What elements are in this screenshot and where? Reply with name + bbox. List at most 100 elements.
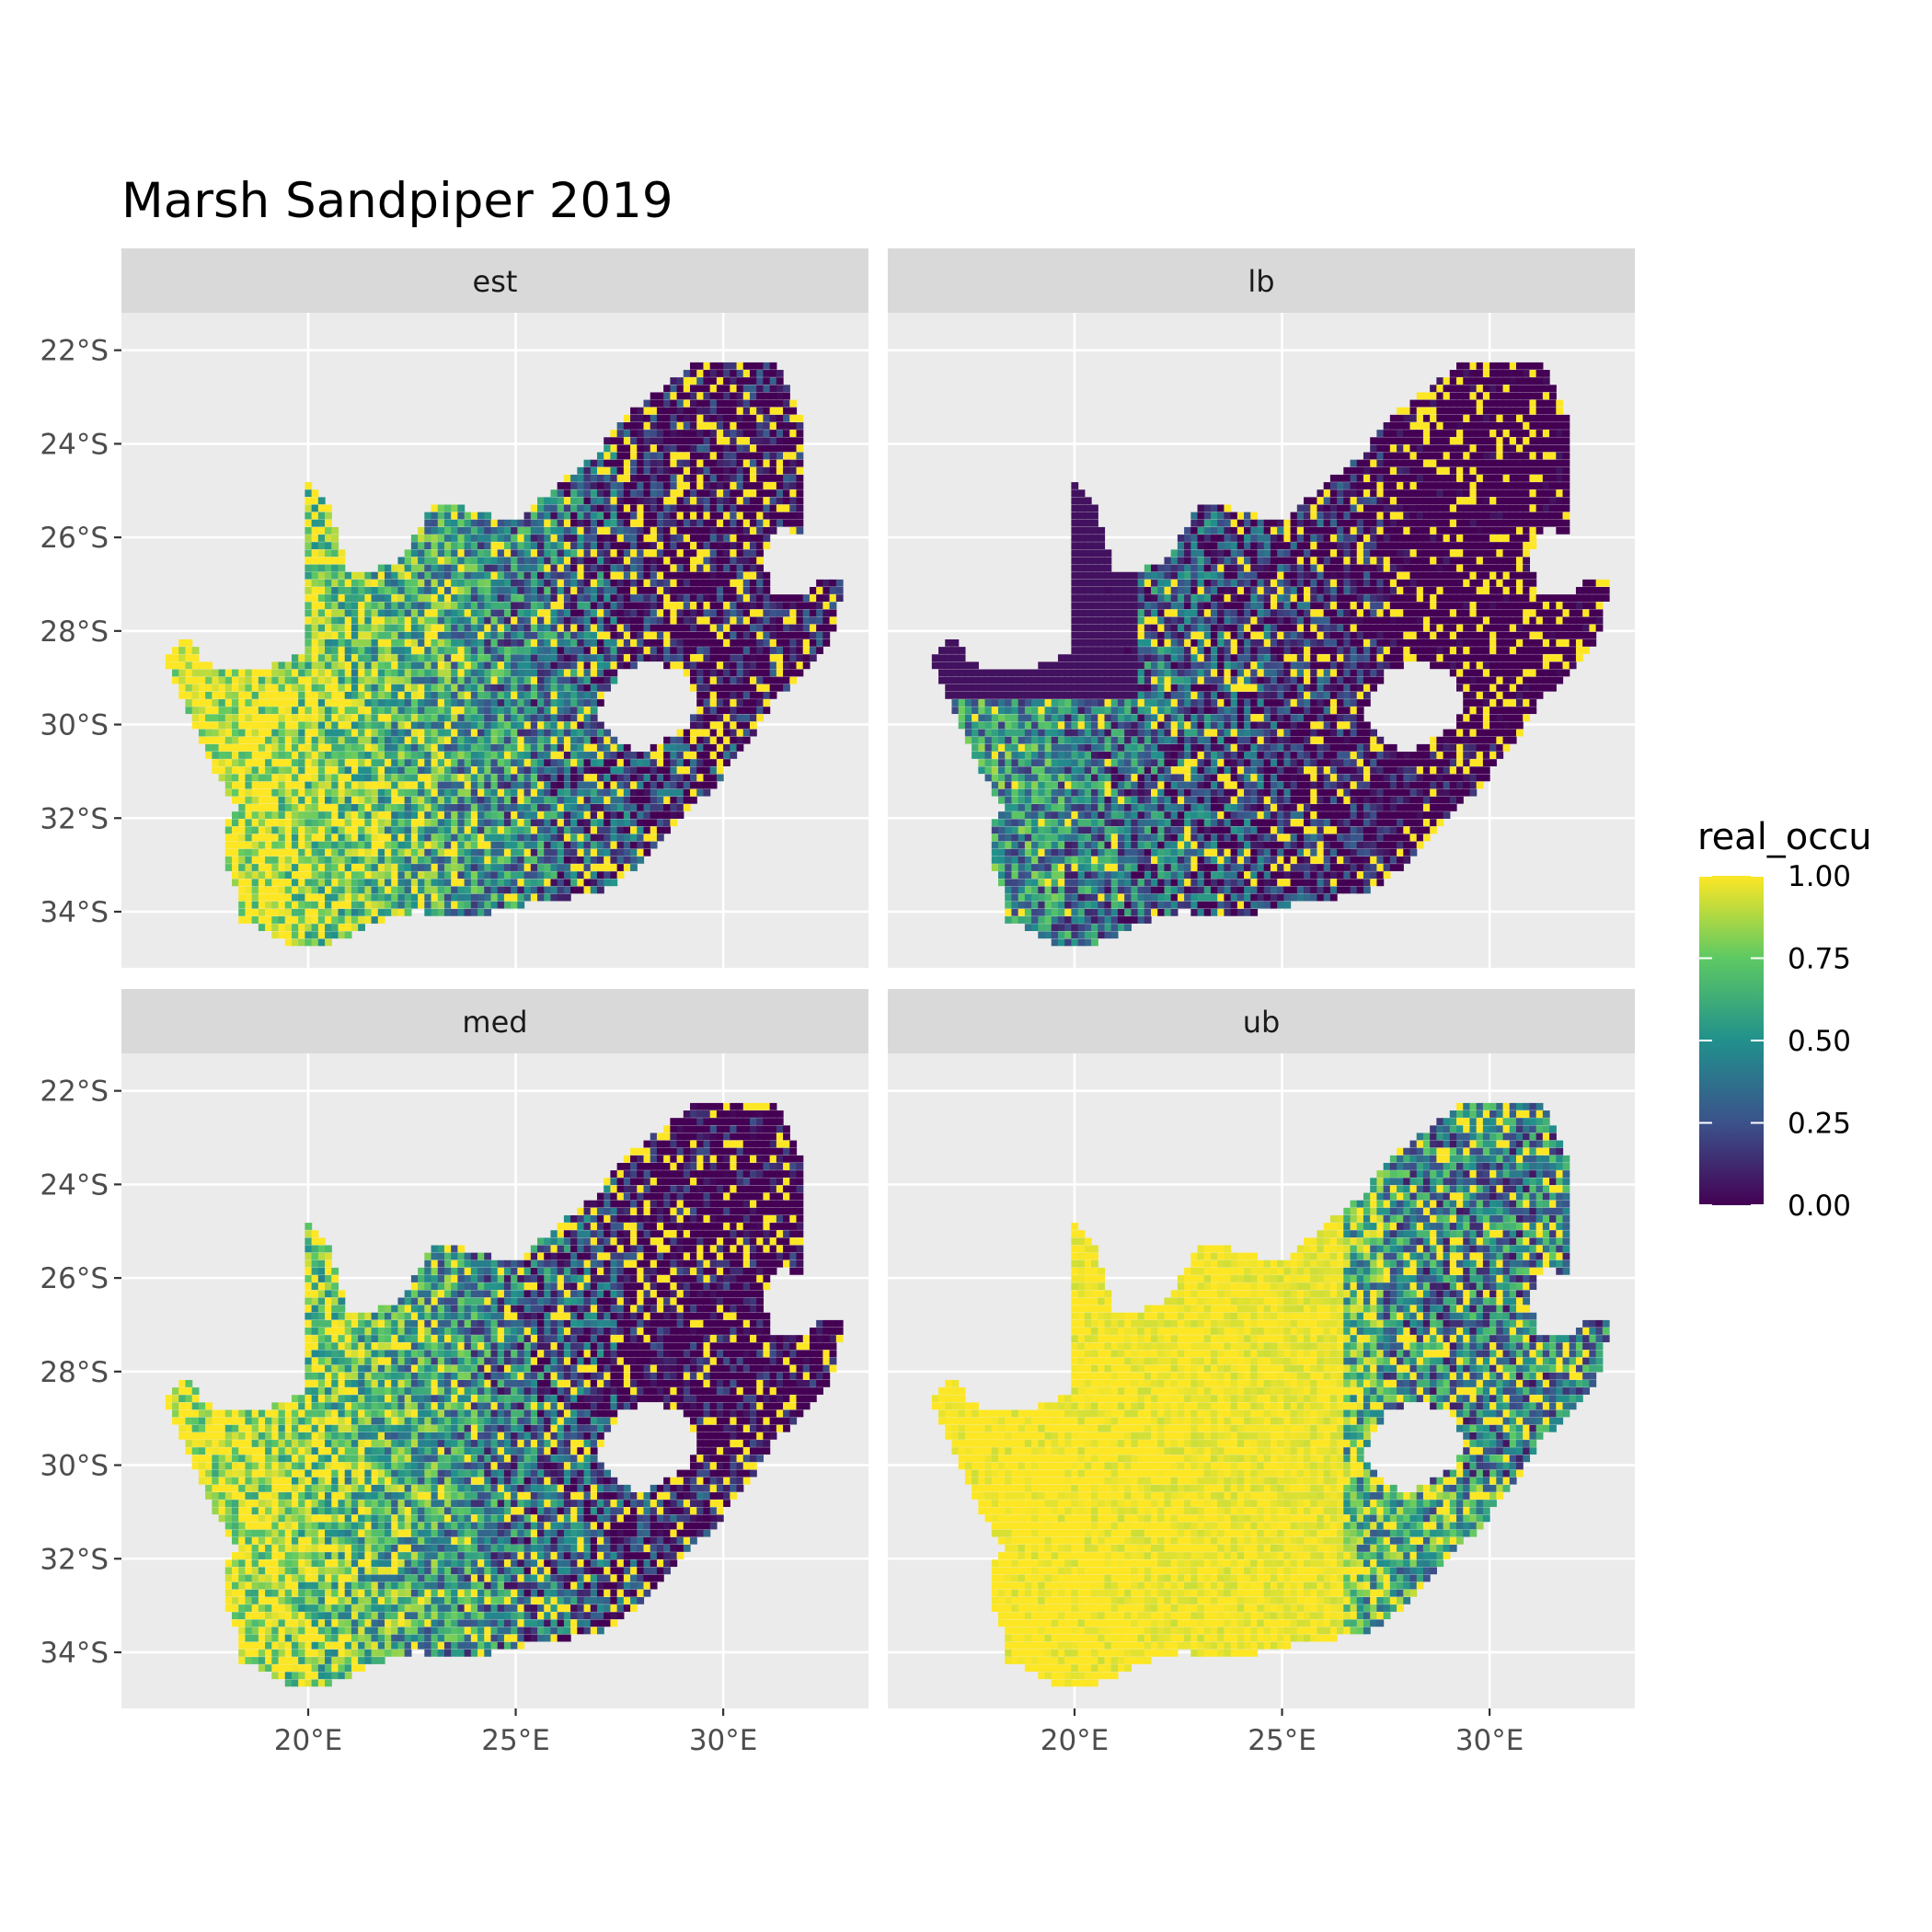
raster-cell: [596, 684, 604, 692]
raster-cell: [457, 579, 466, 587]
raster-cell: [596, 819, 604, 827]
raster-cell: [418, 886, 425, 894]
raster-cell: [385, 631, 392, 639]
raster-cell: [783, 497, 790, 505]
raster-cell: [1057, 819, 1065, 827]
raster-cell: [1018, 908, 1026, 916]
raster-cell: [577, 504, 585, 512]
raster-cell: [604, 631, 612, 639]
raster-cell: [663, 444, 671, 453]
raster-cell: [796, 669, 804, 677]
raster-cell: [1018, 916, 1026, 924]
raster-cell: [1057, 886, 1065, 894]
raster-cell: [523, 684, 532, 692]
raster-cell: [683, 774, 691, 782]
raster-cell: [557, 856, 565, 864]
raster-cell: [1038, 924, 1046, 932]
raster-cell: [736, 489, 744, 498]
raster-cell: [1024, 766, 1032, 775]
raster-cell: [938, 654, 946, 662]
raster-cell: [716, 707, 724, 715]
raster-cell: [991, 714, 999, 722]
raster-cell: [650, 834, 658, 842]
facet-strip-label-est: est: [473, 264, 518, 299]
raster-cell: [338, 886, 346, 894]
raster-cell: [590, 886, 598, 894]
raster-cell: [783, 444, 790, 453]
raster-cell: [991, 848, 999, 857]
raster-cell: [763, 638, 771, 647]
raster-cell: [464, 669, 472, 677]
raster-cell: [703, 759, 711, 766]
raster-cell: [945, 684, 953, 692]
raster-cell: [604, 864, 612, 871]
raster-cell: [523, 841, 532, 849]
raster-cell: [437, 759, 445, 766]
raster-cell: [443, 811, 452, 819]
raster-cell: [769, 631, 777, 639]
raster-cell: [484, 631, 492, 639]
raster-cell: [749, 714, 757, 722]
raster-cell: [643, 414, 651, 422]
raster-cell: [1005, 826, 1013, 834]
raster-cell: [550, 647, 558, 654]
raster-cell: [756, 684, 765, 692]
raster-cell: [650, 616, 658, 625]
raster-cell: [185, 707, 193, 715]
raster-cell: [212, 721, 220, 730]
raster-cell: [317, 871, 326, 880]
raster-cell: [570, 804, 578, 811]
raster-cell: [630, 474, 638, 482]
raster-cell: [358, 864, 365, 871]
raster-cell: [663, 474, 671, 482]
raster-cell: [371, 729, 379, 737]
raster-cell: [391, 654, 399, 662]
raster-cell: [643, 557, 651, 565]
raster-cell: [1011, 691, 1019, 699]
raster-cell: [351, 579, 359, 587]
raster-cell: [763, 474, 771, 482]
raster-cell: [763, 399, 771, 408]
raster-cell: [604, 841, 612, 849]
raster-cell: [683, 752, 691, 759]
raster-cell: [637, 466, 645, 475]
raster-cell: [537, 571, 545, 580]
raster-cell: [809, 624, 817, 632]
raster-cell: [577, 624, 585, 632]
raster-cell: [623, 594, 631, 602]
raster-cell: [331, 871, 339, 880]
raster-cell: [749, 512, 757, 520]
raster-cell: [385, 602, 392, 610]
raster-cell: [1044, 871, 1052, 880]
raster-cell: [537, 886, 545, 894]
raster-cell: [723, 526, 730, 535]
raster-cell: [490, 602, 499, 610]
raster-cell: [298, 879, 305, 887]
raster-cell: [783, 631, 790, 639]
raster-cell: [984, 743, 993, 752]
raster-cell: [822, 602, 831, 610]
raster-cell: [305, 549, 313, 558]
raster-cell: [451, 571, 458, 580]
raster-cell: [550, 669, 558, 677]
raster-cell: [749, 535, 757, 542]
raster-cell: [563, 826, 571, 834]
raster-cell: [643, 482, 651, 489]
raster-cell: [503, 542, 512, 550]
raster-cell: [991, 752, 999, 759]
raster-cell: [583, 684, 592, 692]
raster-cell: [523, 781, 532, 789]
raster-cell: [457, 691, 466, 699]
raster-cell: [537, 519, 545, 527]
raster-cell: [325, 938, 332, 947]
raster-cell: [544, 864, 552, 871]
raster-cell: [311, 512, 319, 520]
raster-cell: [690, 736, 697, 744]
raster-cell: [410, 864, 419, 871]
raster-cell: [544, 616, 552, 625]
raster-cell: [371, 864, 379, 871]
raster-cell: [218, 729, 226, 737]
raster-cell: [557, 684, 565, 692]
raster-cell: [477, 512, 485, 520]
raster-cell: [690, 796, 697, 804]
